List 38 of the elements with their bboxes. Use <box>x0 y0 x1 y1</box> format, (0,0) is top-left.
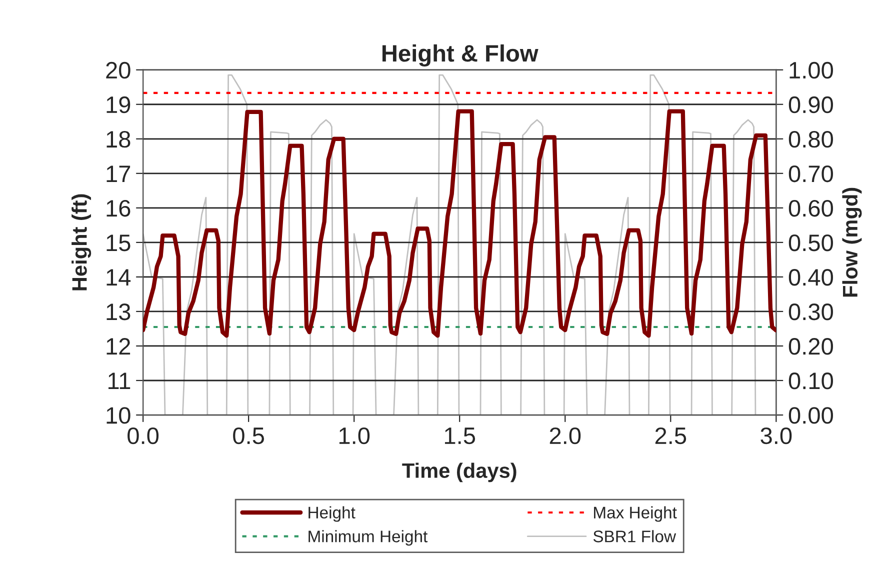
legend-label: SBR1 Flow <box>593 530 676 542</box>
line-series <box>143 109 776 338</box>
y2-tick-label: 0.00 <box>788 407 833 424</box>
y-axis-title: Height (ft) <box>72 194 92 290</box>
y2-tick-label: 0.10 <box>788 372 833 390</box>
y2-tick-label: 0.40 <box>788 269 833 286</box>
y2-tick-label: 0.80 <box>788 130 833 148</box>
legend-label: Minimum Height <box>308 530 428 546</box>
x-tick-label: 0.5 <box>233 427 264 444</box>
y2-tick-label: 0.90 <box>788 96 833 114</box>
y2-tick-label: 0.70 <box>788 165 833 182</box>
y2-tick-label: 0.20 <box>788 338 833 355</box>
x-tick-label: 1.0 <box>339 427 370 444</box>
y-tick-label: 12 <box>106 338 130 355</box>
chart-title: Height & Flow <box>382 44 538 67</box>
legend-label: Height <box>308 506 356 522</box>
y-tick-label: 13 <box>106 304 130 320</box>
y-tick-label: 14 <box>106 269 131 286</box>
y-tick-label: 20 <box>106 62 130 79</box>
y-tick-label: 18 <box>106 130 130 148</box>
x-tick-label: 1.5 <box>444 428 476 444</box>
x-axis-title: Time (days) <box>402 462 516 482</box>
legend-label: Max Height <box>594 506 677 522</box>
y2-tick-label: 0.30 <box>788 304 833 320</box>
x-tick-label: 2.5 <box>655 427 686 444</box>
y-tick-label: 17 <box>106 166 130 182</box>
y2-tick-label: 0.60 <box>788 200 833 217</box>
y-tick-label: 16 <box>106 200 130 217</box>
x-tick-label: 3.0 <box>760 427 792 444</box>
y-tick-label: 10 <box>106 407 130 424</box>
x-tick-label: 0.0 <box>128 427 159 444</box>
y-tick-label: 15 <box>106 234 130 252</box>
y2-tick-label: 0.50 <box>788 234 833 252</box>
x-tick-label: 2.0 <box>550 427 581 444</box>
y2-tick-label: 1.00 <box>790 62 833 79</box>
y-tick-label: 19 <box>106 96 130 114</box>
y-tick-label: 11 <box>108 372 130 390</box>
y2-axis-title: Flow (mgd) <box>842 188 862 297</box>
